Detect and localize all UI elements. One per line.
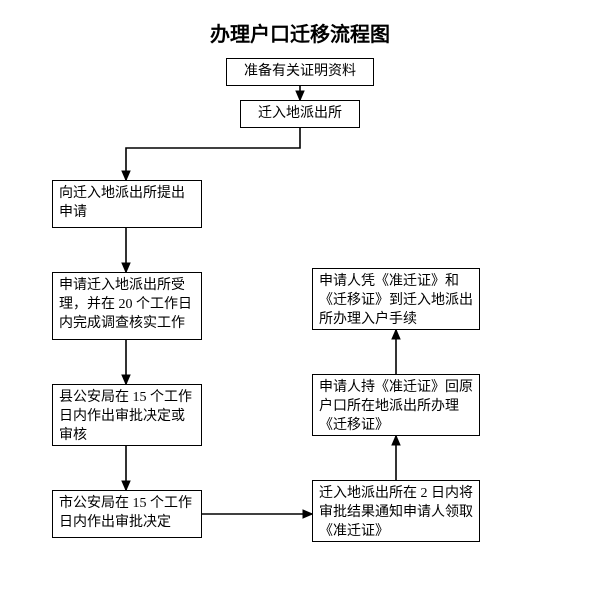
flow-node-n7: 迁入地派出所在 2 日内将审批结果通知申请人领取《准迁证》	[312, 480, 480, 542]
flow-node-n4: 申请迁入地派出所受理，并在 20 个工作日内完成调查核实工作	[52, 272, 202, 340]
flow-node-n1: 准备有关证明资料	[226, 58, 374, 86]
flow-node-n3: 向迁入地派出所提出申请	[52, 180, 202, 228]
flow-node-n2: 迁入地派出所	[240, 100, 360, 128]
page-title: 办理户口迁移流程图	[0, 18, 600, 47]
flow-node-n6: 市公安局在 15 个工作日内作出审批决定	[52, 490, 202, 538]
edge-n2-n3	[126, 128, 300, 180]
flow-node-n5: 县公安局在 15 个工作日内作出审批决定或审核	[52, 384, 202, 446]
flow-node-n8: 申请人持《准迁证》回原户口所在地派出所办理《迁移证》	[312, 374, 480, 436]
flow-node-n9: 申请人凭《准迁证》和《迁移证》到迁入地派出所办理入户手续	[312, 268, 480, 330]
